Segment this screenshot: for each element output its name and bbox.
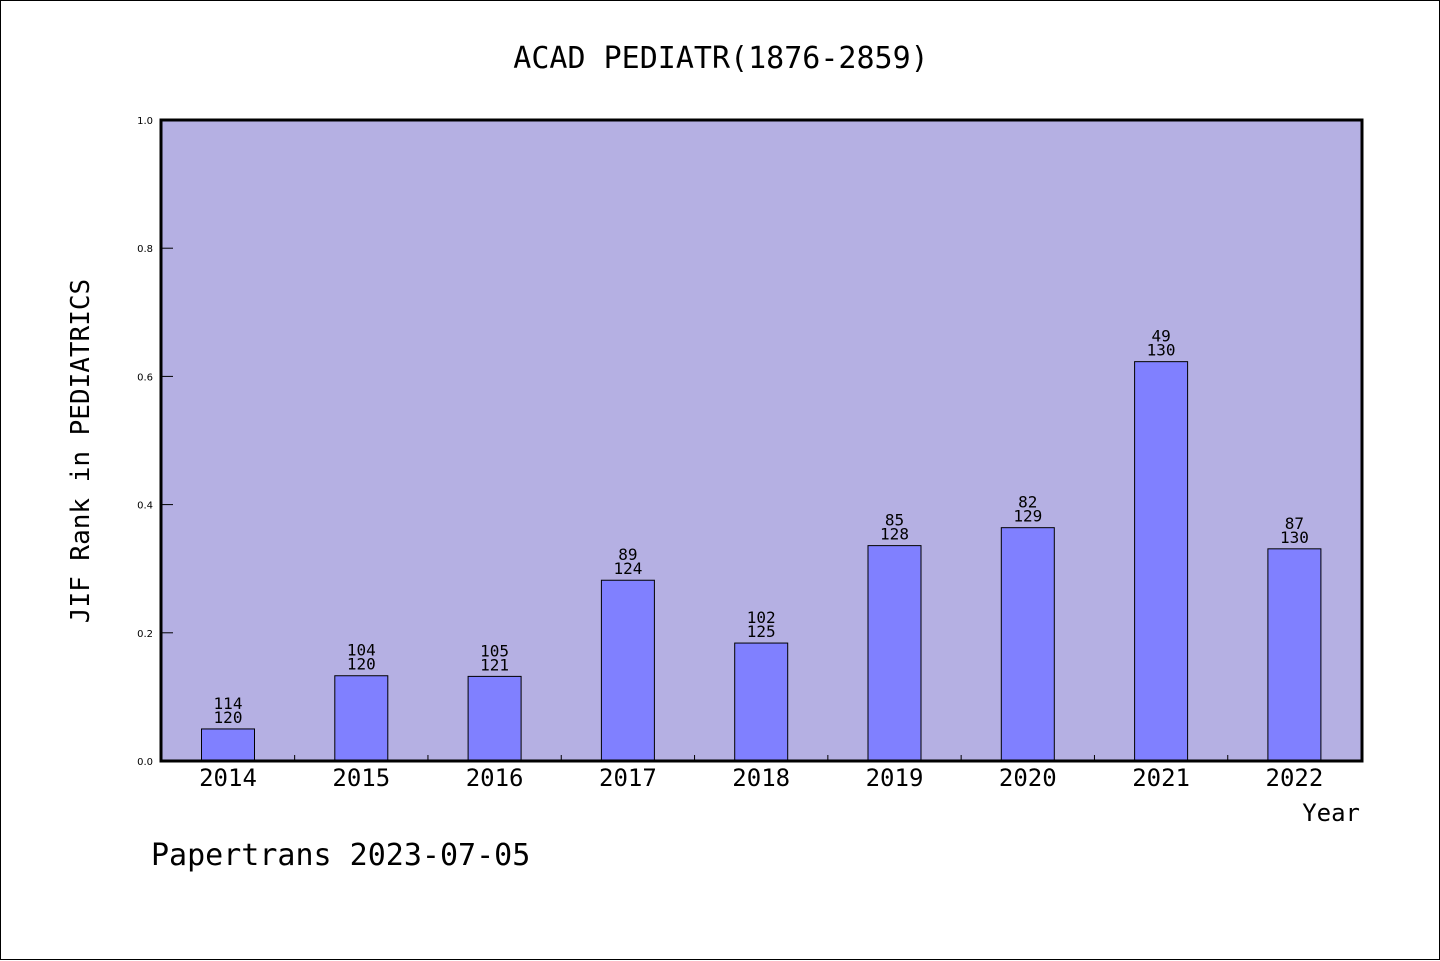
bar-labels-group: 1141201041201051218912410212585128821294… <box>214 327 1309 727</box>
bar-rank-label-2019: 85 <box>885 511 904 530</box>
bars-group <box>201 361 1322 762</box>
x-tick-label-2021: 2021 <box>1132 764 1190 792</box>
bar-rank-label-2021: 49 <box>1151 327 1170 346</box>
bar-total-label-2018: 125 <box>747 622 776 641</box>
bar-rank-label-2018: 102 <box>747 608 776 627</box>
bar-total-label-2016: 121 <box>480 655 509 674</box>
bar-total-label-2017: 124 <box>613 559 642 578</box>
x-tick-label-2016: 2016 <box>466 764 524 792</box>
x-axis-ticks: 2014 2015 2016 2017 2018 2019 2020 2021 2022 <box>199 755 1323 792</box>
x-tick-label-2020: 2020 <box>999 764 1057 792</box>
plot-border <box>159 118 1364 763</box>
bar-rank-label-2022: 87 <box>1285 514 1304 533</box>
bar-2022 <box>1267 548 1322 762</box>
bar-total-label-2014: 120 <box>214 708 243 727</box>
y-tick-label: 0.6 <box>137 372 153 383</box>
bar-total-label-2022: 130 <box>1280 528 1309 547</box>
bar-total-label-2021: 130 <box>1147 341 1176 360</box>
bar-rank-label-2017: 89 <box>618 545 637 564</box>
bar-2016 <box>467 675 522 762</box>
bar-total-label-2020: 129 <box>1013 507 1042 526</box>
x-tick-label-2018: 2018 <box>732 764 790 792</box>
bar-2021 <box>1134 361 1189 762</box>
bar-2014 <box>201 728 255 762</box>
x-tick-label-2022: 2022 <box>1266 764 1324 792</box>
x-tick-label-2017: 2017 <box>599 764 657 792</box>
bar-2019 <box>867 545 922 762</box>
bar-rank-label-2016: 105 <box>480 641 509 660</box>
bar-2015 <box>334 675 389 762</box>
bar-2018 <box>734 642 789 762</box>
bar-total-label-2019: 128 <box>880 525 909 544</box>
bar-rank-label-2020: 82 <box>1018 493 1037 512</box>
bar-2020 <box>1000 527 1055 762</box>
y-tick-label: 0.8 <box>137 244 153 255</box>
y-tick-label: 0.4 <box>137 501 153 512</box>
x-tick-label-2014: 2014 <box>199 764 257 792</box>
bar-2017 <box>600 579 655 762</box>
bar-rank-label-2015: 104 <box>347 641 376 660</box>
y-tick-label: 0.2 <box>137 629 153 640</box>
y-axis-label: JIF Rank in PEDIATRICS <box>66 279 96 623</box>
bar-rank-label-2014: 114 <box>214 694 243 713</box>
chart-title: ACAD PEDIATR(1876-2859) <box>513 41 928 76</box>
footer-text: Papertrans 2023-07-05 <box>151 838 530 873</box>
x-axis-label: Year <box>1302 799 1360 827</box>
y-tick-label: 0.0 <box>137 757 153 768</box>
y-tick-label: 1.0 <box>137 116 153 127</box>
x-tick-label-2019: 2019 <box>866 764 924 792</box>
bar-total-label-2015: 120 <box>347 655 376 674</box>
x-tick-label-2015: 2015 <box>332 764 390 792</box>
